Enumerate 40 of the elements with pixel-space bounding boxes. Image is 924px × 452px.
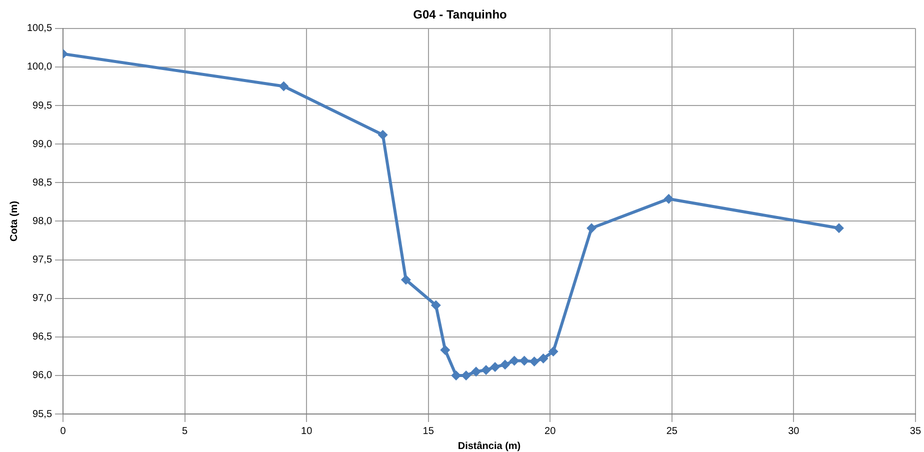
y-tick-label: 97,5 xyxy=(32,254,52,266)
y-tick-label: 96,5 xyxy=(32,332,52,343)
point xyxy=(278,81,289,92)
point xyxy=(400,274,411,285)
y-tick-label: 98,0 xyxy=(32,216,52,227)
x-tick-label: 30 xyxy=(788,426,800,437)
point xyxy=(538,353,548,364)
x-tick-label: 10 xyxy=(301,426,313,437)
point xyxy=(529,356,540,367)
x-tick-label: 15 xyxy=(422,426,434,437)
point xyxy=(519,356,530,366)
y-tick-label: 99,0 xyxy=(32,138,52,150)
point xyxy=(490,362,500,372)
chart-title: G04 - Tanquinho xyxy=(413,8,507,22)
point xyxy=(378,130,388,140)
point xyxy=(548,346,558,357)
y-tick-label: 98,5 xyxy=(32,177,52,188)
x-tick-label: 20 xyxy=(544,426,556,437)
y-tick-label: 100,0 xyxy=(26,62,52,73)
y-tick-label: 95,5 xyxy=(32,408,52,420)
point xyxy=(481,365,492,376)
point xyxy=(461,370,472,380)
point xyxy=(440,344,450,355)
point xyxy=(509,356,520,366)
y-tick-label: 99,5 xyxy=(32,100,52,112)
y-axis-title: Cota (m) xyxy=(8,200,20,242)
y-tick-label: 97,0 xyxy=(32,293,52,304)
x-tick-label: 35 xyxy=(910,426,922,437)
point xyxy=(586,223,597,234)
x-tick-label: 25 xyxy=(666,426,678,437)
x-axis-title: Distância (m) xyxy=(458,440,521,452)
point xyxy=(664,194,674,204)
point xyxy=(834,223,844,234)
point xyxy=(471,366,482,377)
y-tick-label: 100,5 xyxy=(26,23,52,34)
point xyxy=(430,300,441,310)
x-tick-label: 5 xyxy=(182,426,188,437)
y-tick-label: 96,0 xyxy=(32,370,52,382)
x-tick-label: 0 xyxy=(60,426,66,437)
point xyxy=(500,360,510,370)
